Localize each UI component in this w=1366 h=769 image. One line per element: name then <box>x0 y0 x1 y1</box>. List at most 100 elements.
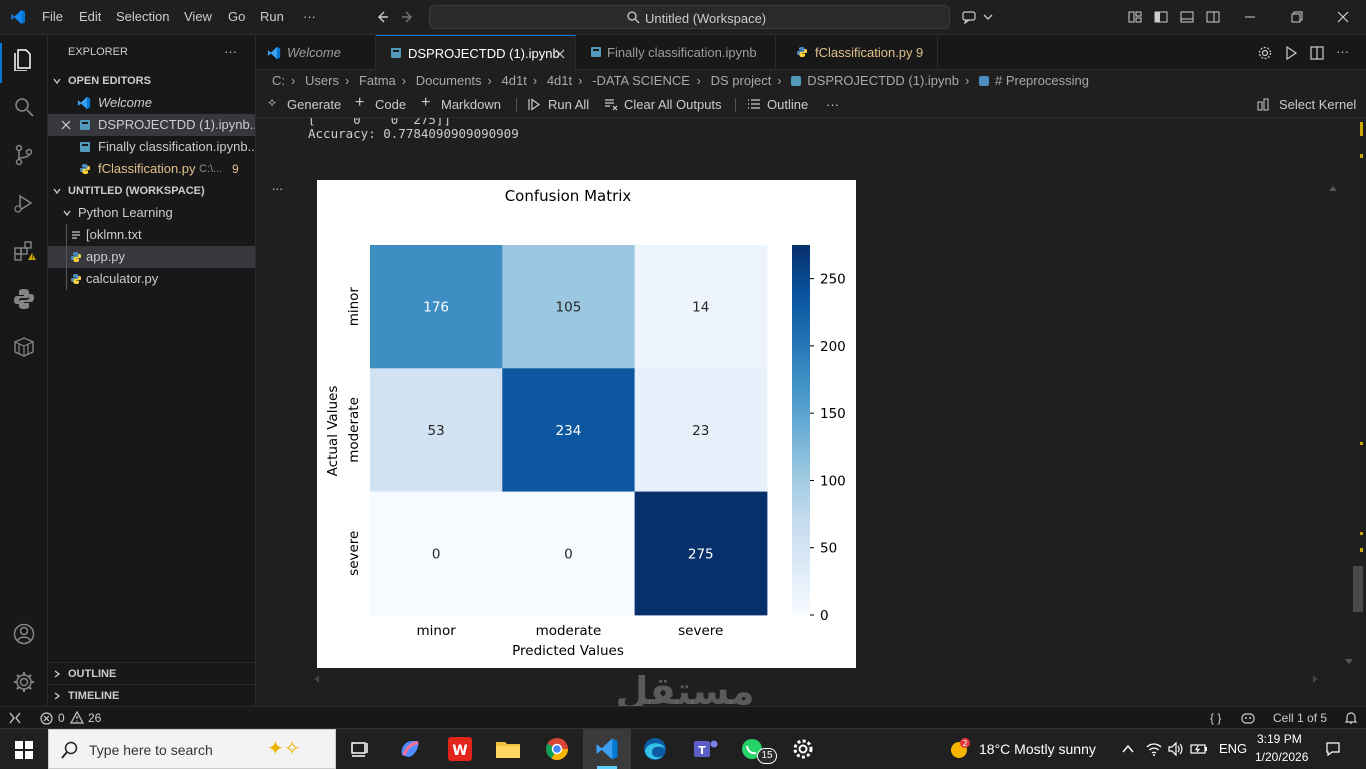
search-icon[interactable] <box>12 95 36 119</box>
restore-icon[interactable] <box>1289 9 1305 25</box>
copilot-app-icon[interactable] <box>390 733 430 765</box>
clock-date[interactable]: 1/20/2026 <box>1255 750 1309 764</box>
scroll-left-icon[interactable] <box>312 674 320 684</box>
wifi-icon[interactable] <box>1146 741 1162 757</box>
taskbar-search-box[interactable]: Type here to search ✦✧ <box>48 729 336 769</box>
forward-arrow-icon[interactable] <box>400 9 416 25</box>
extensions-icon[interactable]: ! <box>12 239 36 263</box>
weather-text[interactable]: 18°C Mostly sunny <box>979 741 1096 757</box>
account-icon[interactable] <box>12 622 36 646</box>
breadcrumb-item[interactable]: DSPROJECTDD (1).ipynb <box>807 73 959 88</box>
open-editor-item[interactable]: Finally classification.ipynb... <box>48 136 255 158</box>
settings-gear-icon[interactable] <box>783 733 823 765</box>
cell-indicator[interactable]: Cell 1 of 5 <box>1273 711 1328 725</box>
customize-layout-icon[interactable] <box>1127 9 1143 25</box>
breadcrumb-item[interactable]: Users <box>305 73 339 88</box>
open-editor-item[interactable]: Welcome <box>48 92 255 114</box>
notifications-icon[interactable] <box>1344 711 1358 725</box>
open-editor-item-selected[interactable]: DSPROJECTDD (1).ipynb... <box>48 114 255 136</box>
copilot-icon[interactable] <box>1240 711 1256 725</box>
explorer-files-icon[interactable] <box>12 47 36 71</box>
notification-center-icon[interactable] <box>1325 741 1341 757</box>
split-editor-icon[interactable] <box>1309 45 1325 61</box>
file-explorer-icon[interactable] <box>488 733 528 765</box>
workspace-header[interactable]: UNTITLED (WORKSPACE) <box>48 180 255 202</box>
timeline-header[interactable]: TIMELINE <box>48 684 255 706</box>
vscode-taskbar-item[interactable] <box>583 729 631 769</box>
toggle-secondary-sidebar-icon[interactable] <box>1205 9 1221 25</box>
remote-icon[interactable] <box>9 712 21 724</box>
menu-view[interactable]: View <box>184 9 212 24</box>
breadcrumb-separator-icon: › <box>401 73 407 88</box>
menu-go[interactable]: Go <box>228 9 246 24</box>
tab-finally-classification[interactable]: Finally classification.ipynb <box>576 35 776 70</box>
breadcrumb-item[interactable]: Documents <box>415 73 482 88</box>
open-editors-header[interactable]: OPEN EDITORS <box>48 70 255 92</box>
toggle-panel-icon[interactable] <box>1179 9 1195 25</box>
menu-run[interactable]: Run <box>260 9 284 24</box>
open-editor-item[interactable]: fClassification.py C:\... 9 <box>48 158 255 180</box>
breadcrumb-item[interactable]: 4d1t <box>501 73 527 88</box>
file-item[interactable]: calculator.py <box>48 268 255 290</box>
heatmap-cell-label: 275 <box>688 546 714 562</box>
error-count: 0 <box>58 711 65 725</box>
command-center-search[interactable]: Untitled (Workspace) <box>429 5 950 29</box>
clock-time[interactable]: 3:19 PM <box>1257 732 1302 746</box>
toolbar-more-button[interactable]: ··· <box>826 97 839 112</box>
chevron-down-icon[interactable] <box>980 9 996 25</box>
scroll-down-icon[interactable] <box>1344 658 1354 666</box>
scroll-up-icon[interactable] <box>1328 184 1338 192</box>
menu-selection[interactable]: Selection <box>116 9 170 24</box>
chevron-up-icon[interactable] <box>1121 743 1135 755</box>
breadcrumb-item[interactable]: Fatma <box>358 73 396 88</box>
breadcrumb-item[interactable]: -DATA SCIENCE <box>592 73 690 88</box>
breadcrumb-item[interactable]: C: <box>272 73 285 88</box>
vertical-scrollbar-thumb[interactable] <box>1353 566 1363 612</box>
python-icon[interactable] <box>12 287 36 311</box>
more-actions-button[interactable]: ··· <box>1336 44 1349 59</box>
close-icon[interactable] <box>555 49 565 59</box>
breadcrumb-separator-icon: › <box>696 73 701 88</box>
tab-fclassification[interactable]: fClassification.py 9 <box>776 35 938 70</box>
tab-dsprojectdd[interactable]: DSPROJECTDD (1).ipynb <box>376 35 576 70</box>
breadcrumb-item[interactable]: DS project <box>710 73 772 88</box>
volume-icon[interactable] <box>1167 741 1183 757</box>
run-debug-icon[interactable] <box>12 191 36 215</box>
file-item[interactable]: [oklmn.txt <box>48 224 255 246</box>
outline-header[interactable]: OUTLINE <box>48 662 255 684</box>
scroll-right-icon[interactable] <box>1312 674 1320 684</box>
gear-icon[interactable] <box>12 670 36 694</box>
containers-icon[interactable] <box>12 335 36 359</box>
windows-start-icon[interactable] <box>15 741 33 759</box>
source-control-icon[interactable] <box>12 143 36 167</box>
menu-edit[interactable]: Edit <box>79 9 102 24</box>
chrome-icon[interactable] <box>537 733 577 765</box>
heatmap-cell <box>502 245 636 369</box>
menu-file[interactable]: File <box>42 9 63 24</box>
explorer-more-button[interactable]: ··· <box>224 44 237 59</box>
task-view-icon[interactable] <box>340 733 380 765</box>
minimize-icon[interactable] <box>1242 9 1258 25</box>
breadcrumb-item[interactable]: 4d1t <box>546 73 573 88</box>
weather-sun-icon[interactable]: 2 <box>947 737 973 761</box>
tab-welcome[interactable]: Welcome <box>256 35 376 70</box>
run-icon[interactable] <box>1283 45 1299 61</box>
output-more-button[interactable]: ... <box>272 178 283 193</box>
battery-icon[interactable] <box>1190 741 1208 757</box>
breadcrumb-item[interactable]: # Preprocessing <box>994 73 1089 88</box>
language-indicator[interactable]: ENG <box>1219 741 1248 756</box>
toggle-sidebar-icon[interactable] <box>1153 9 1169 25</box>
gear-icon[interactable] <box>1257 45 1273 61</box>
edge-icon[interactable] <box>635 733 675 765</box>
open-editor-label: Welcome <box>98 95 152 110</box>
folder-item[interactable]: Python Learning <box>48 202 255 224</box>
file-item-selected[interactable]: app.py <box>48 246 255 268</box>
wps-office-icon[interactable]: W <box>440 733 480 765</box>
close-window-icon[interactable] <box>1335 9 1351 25</box>
copilot-chat-icon[interactable] <box>961 9 977 25</box>
menu-more[interactable]: ··· <box>303 9 316 24</box>
teams-icon[interactable]: T <box>685 733 725 765</box>
close-icon[interactable] <box>61 120 71 130</box>
braces-icon[interactable]: { } <box>1210 711 1222 725</box>
back-arrow-icon[interactable] <box>374 9 390 25</box>
